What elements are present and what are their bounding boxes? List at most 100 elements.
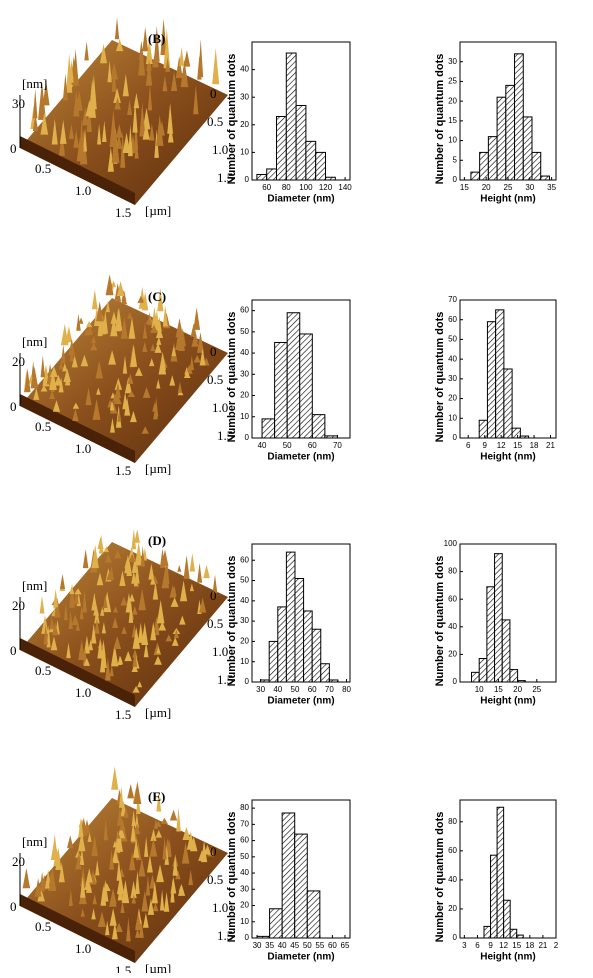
afm-xy-unit: [µm] (145, 705, 171, 720)
x-tick-label: 3 (462, 941, 467, 950)
y-tick-label: 80 (448, 567, 457, 576)
bar (312, 415, 325, 438)
x-axis-label: Diameter (nm) (267, 952, 334, 963)
afm-spike (190, 553, 195, 571)
y-tick-label: 30 (240, 616, 249, 625)
bar (497, 97, 506, 180)
x-axis-label: Diameter (nm) (267, 696, 334, 707)
bar (495, 554, 503, 682)
bar (510, 929, 517, 938)
bar (316, 152, 326, 180)
y-tick-label: 80 (448, 817, 457, 826)
x-tick-label: 50 (303, 941, 312, 950)
x-tick-label: 60 (328, 941, 337, 950)
afm-spike (33, 89, 37, 118)
x-tick-label: 70 (325, 685, 334, 694)
x-axis-label: Diameter (nm) (267, 194, 334, 205)
x-tick-label: 60 (308, 685, 317, 694)
page: {"chart_data": [ {"type": "histogram", "… (0, 0, 593, 973)
x-tick-label: 20 (482, 183, 491, 192)
afm-x-tick: 1.0 (75, 685, 91, 700)
bar (504, 369, 512, 438)
y-axis-label: Number of quantum dots (226, 556, 238, 687)
bar (277, 117, 287, 180)
x-tick-label: 30 (256, 685, 265, 694)
afm-spike (41, 355, 46, 377)
bar (497, 807, 504, 938)
afm-y-tick: 0.5 (207, 372, 223, 387)
x-tick-label: 40 (273, 685, 282, 694)
x-tick-label: 12 (497, 441, 506, 450)
afm-x-tick: 1.5 (115, 463, 131, 478)
afm-spike (193, 307, 200, 329)
y-tick-label: 20 (240, 901, 249, 910)
x-tick-label: 30 (253, 941, 262, 950)
afm-spike (23, 868, 31, 888)
x-tick-label: 80 (282, 183, 291, 192)
y-tick-label: 30 (240, 369, 249, 378)
afm-z-unit: [nm] (22, 334, 47, 349)
afm-x-tick: 1.5 (115, 707, 131, 722)
bar (321, 664, 330, 682)
y-tick-label: 40 (240, 348, 249, 357)
y-tick-label: 0 (453, 933, 458, 942)
bar (287, 313, 300, 438)
y-tick-label: 20 (448, 394, 457, 403)
afm-xy-unit: [µm] (145, 961, 171, 973)
afm-y-tick: 0.5 (207, 114, 223, 129)
x-tick-label: 15 (513, 441, 522, 450)
y-tick-label: 15 (448, 116, 457, 125)
y-tick-label: 60 (240, 555, 249, 564)
bar (306, 141, 316, 180)
bar (502, 620, 510, 682)
bar (295, 579, 304, 683)
bar (510, 670, 518, 682)
bar (296, 105, 306, 180)
afm-z-tick: 20 (12, 854, 25, 869)
bar (275, 342, 288, 438)
x-tick-label: 30 (525, 183, 534, 192)
afm-z-tick: 20 (12, 354, 25, 369)
y-axis-label: Number of quantum dots (226, 812, 238, 943)
x-tick-label: 9 (482, 441, 487, 450)
y-tick-label: 50 (448, 335, 457, 344)
x-tick-label: 55 (315, 941, 324, 950)
y-axis-label: Number of quantum dots (226, 312, 238, 443)
afm-x-tick: 1.0 (75, 441, 91, 456)
bar (523, 117, 532, 180)
afm-spike (203, 565, 210, 578)
bar (270, 909, 283, 938)
y-tick-label: 30 (240, 92, 249, 101)
afm-origin: 0 (10, 141, 17, 156)
y-tick-label: 40 (240, 65, 249, 74)
bar (541, 176, 550, 180)
bar (295, 834, 308, 938)
afm-y-tick: 0.5 (207, 872, 223, 887)
bar (304, 611, 313, 682)
x-tick-label: 25 (532, 685, 541, 694)
y-tick-label: 40 (240, 868, 249, 877)
y-tick-label: 10 (240, 148, 249, 157)
bar (506, 85, 515, 180)
y-tick-label: 50 (240, 852, 249, 861)
x-tick-label: 50 (291, 685, 300, 694)
y-tick-label: 0 (453, 433, 458, 442)
x-tick-label: 21 (546, 441, 555, 450)
x-axis-label: Height (nm) (480, 194, 536, 205)
x-tick-label: 100 (299, 183, 313, 192)
afm-spike (83, 549, 89, 568)
x-tick-label: 80 (342, 685, 351, 694)
y-axis-label: Number of quantum dots (434, 54, 446, 185)
y-tick-label: 0 (453, 175, 458, 184)
afm-y-tick: 0 (210, 86, 217, 101)
afm-z-unit: [nm] (22, 76, 47, 91)
x-tick-label: 40 (258, 441, 267, 450)
x-tick-label: 18 (525, 941, 534, 950)
afm-z-unit: [nm] (22, 578, 47, 593)
y-tick-label: 10 (448, 136, 457, 145)
bar (504, 900, 511, 938)
bar (300, 334, 313, 438)
afm-spike (212, 48, 219, 84)
afm-spike (84, 42, 88, 61)
bar (484, 926, 491, 938)
